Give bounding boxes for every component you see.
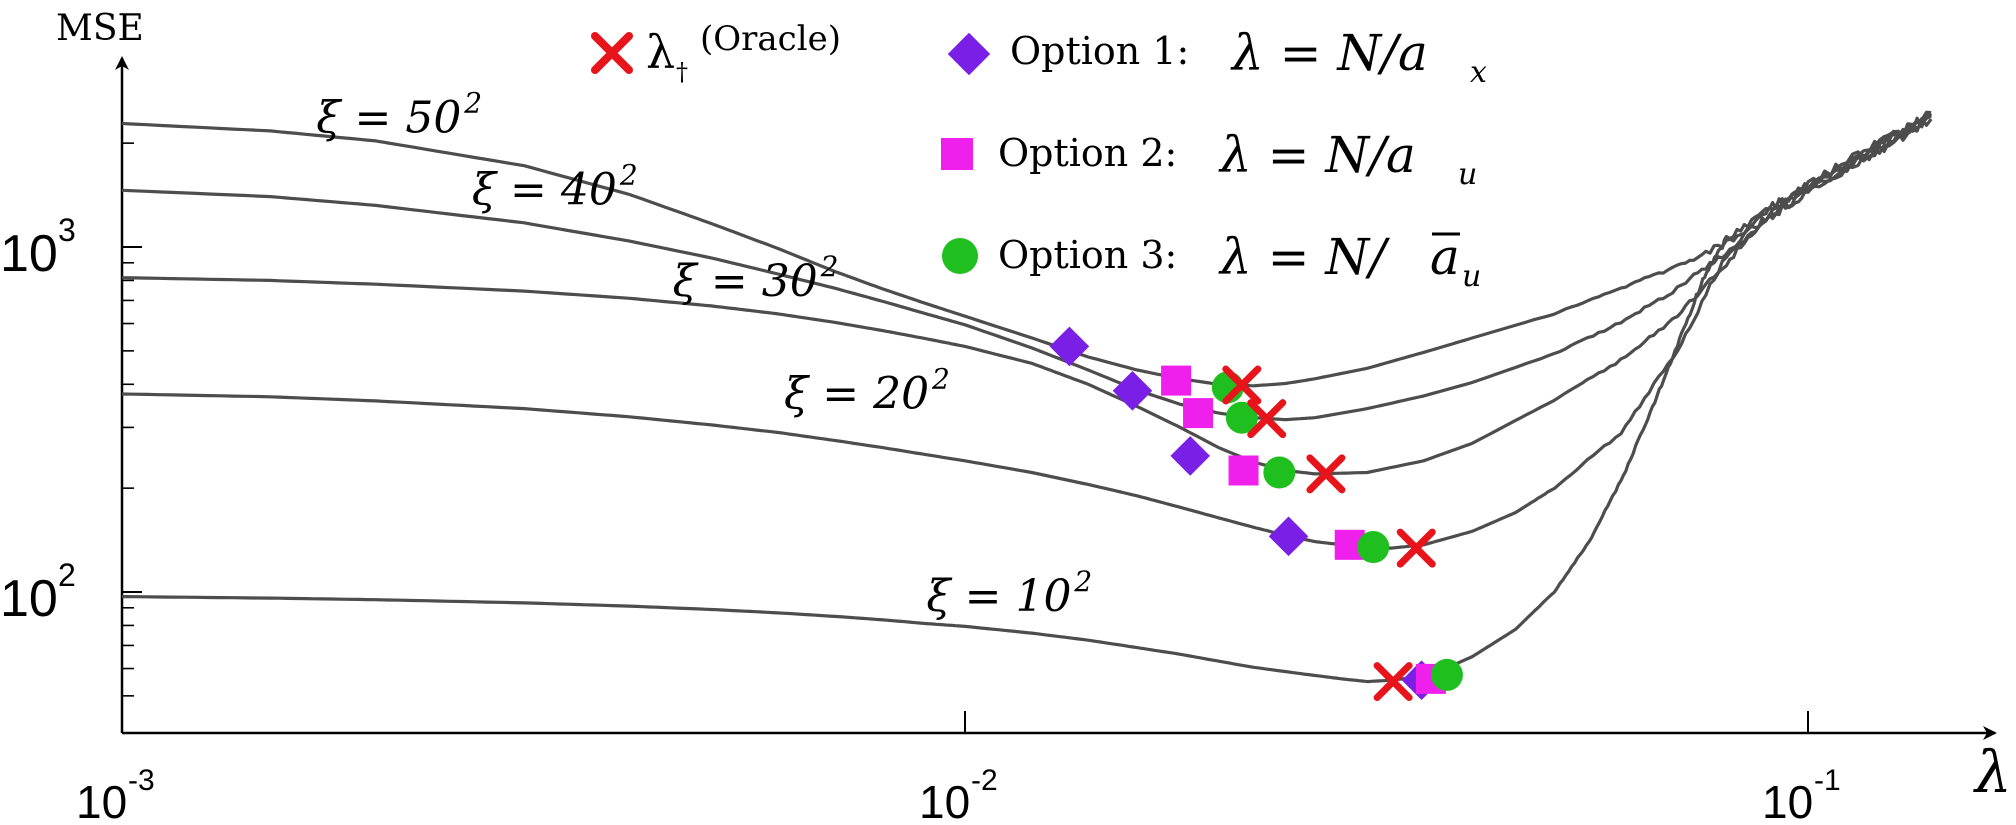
x-tick-label: 10 -3 — [76, 764, 155, 825]
legend-oracle-subscript: † — [676, 58, 688, 86]
legend-oracle: λ † (Oracle) — [591, 19, 841, 86]
series-label-exp: 2 — [931, 363, 950, 396]
series-label-text: ξ = 30 — [673, 256, 818, 307]
series-label-exp: 2 — [820, 250, 839, 283]
oracle-marker — [1247, 399, 1287, 439]
y-tick-exp: 2 — [58, 557, 76, 593]
series-labels: ξ = 50 2ξ = 40 2ξ = 30 2ξ = 20 2ξ = 10 2 — [316, 86, 1092, 622]
series-label-exp: 2 — [463, 86, 482, 119]
series-label: ξ = 50 2 — [316, 86, 482, 143]
option1-marker — [1170, 436, 1211, 476]
option3-marker — [1357, 531, 1390, 564]
legend: λ † (Oracle) Option 1: λ = N/a x Option … — [591, 19, 1487, 294]
series-line — [121, 111, 1932, 684]
x-axis-label: λ — [1973, 738, 2012, 806]
x-tick-label: 10 -1 — [1762, 764, 1841, 825]
legend-option2-text: Option 2: — [998, 131, 1177, 175]
series-line — [121, 114, 1932, 476]
series-label-text: ξ = 20 — [784, 369, 929, 420]
legend-option2-formula: λ = N/a — [1218, 126, 1416, 184]
y-tick-base: 10 — [0, 570, 58, 628]
legend-oracle-text: (Oracle) — [700, 19, 841, 59]
option-markers — [1049, 326, 1463, 702]
series-curves — [121, 110, 1933, 684]
series-label: ξ = 10 2 — [926, 565, 1092, 622]
series-label-exp: 2 — [619, 158, 638, 191]
series-label-exp: 2 — [1073, 565, 1092, 598]
legend-option1: Option 1: λ = N/a x — [947, 24, 1487, 90]
legend-option2-square-icon — [941, 138, 973, 170]
option3-marker — [1263, 456, 1296, 489]
y-tick-exp: 3 — [58, 212, 76, 248]
legend-option1-formula-sub: x — [1470, 55, 1487, 90]
legend-option1-diamond-icon — [947, 32, 991, 76]
series-line — [121, 111, 1933, 550]
series-line — [121, 110, 1932, 388]
option2-marker — [1228, 455, 1259, 486]
y-tick-base: 10 — [0, 225, 58, 283]
axis-ticks: 10 -3 10 -2 10 -110 210 3 — [0, 142, 1841, 825]
oracle-marker — [1306, 454, 1346, 494]
legend-option3: Option 3: λ = N/ a u — [942, 228, 1481, 294]
legend-option1-text: Option 1: — [1010, 29, 1189, 73]
series-label: ξ = 40 2 — [472, 158, 638, 215]
x-tick-label: 10 -2 — [919, 764, 998, 825]
oracle-marker — [1373, 662, 1413, 702]
option1-marker — [1112, 370, 1153, 411]
legend-option2-formula-sub: u — [1458, 157, 1477, 192]
option2-marker — [1161, 365, 1192, 396]
option3-marker — [1430, 658, 1463, 691]
legend-oracle-x-icon — [591, 32, 633, 74]
legend-option3-text: Option 3: — [998, 233, 1177, 277]
legend-option3-formula-sub: u — [1462, 259, 1481, 294]
x-tick-exp: -2 — [971, 764, 998, 797]
series-label: ξ = 20 2 — [784, 363, 950, 420]
x-tick-base: 10 — [1762, 776, 1813, 825]
legend-oracle-symbol: λ — [646, 25, 675, 79]
legend-option3-formula-bar-letter: a — [1430, 228, 1460, 286]
series-label-text: ξ = 10 — [926, 571, 1071, 622]
option1-marker — [1268, 516, 1309, 557]
series-label: ξ = 30 2 — [673, 250, 839, 307]
x-tick-exp: -1 — [1814, 764, 1841, 797]
series-label-text: ξ = 40 — [472, 164, 617, 215]
legend-option2: Option 2: λ = N/a u — [941, 126, 1477, 192]
y-axis-label: MSE — [56, 8, 144, 49]
option3-marker — [1225, 401, 1258, 434]
x-tick-base: 10 — [76, 776, 127, 825]
legend-option1-formula: λ = N/a — [1230, 24, 1428, 82]
x-tick-base: 10 — [919, 776, 970, 825]
y-tick-label: 10 3 — [0, 212, 76, 283]
oracle-marker — [1222, 365, 1262, 405]
legend-option3-circle-icon — [942, 238, 978, 274]
legend-option3-formula: λ = N/ — [1218, 228, 1390, 286]
series-label-text: ξ = 50 — [316, 92, 461, 143]
option1-marker — [1049, 326, 1090, 367]
option2-marker — [1183, 398, 1214, 429]
oracle-marker — [1396, 528, 1436, 568]
y-tick-label: 10 2 — [0, 557, 76, 628]
x-tick-exp: -3 — [128, 764, 155, 797]
